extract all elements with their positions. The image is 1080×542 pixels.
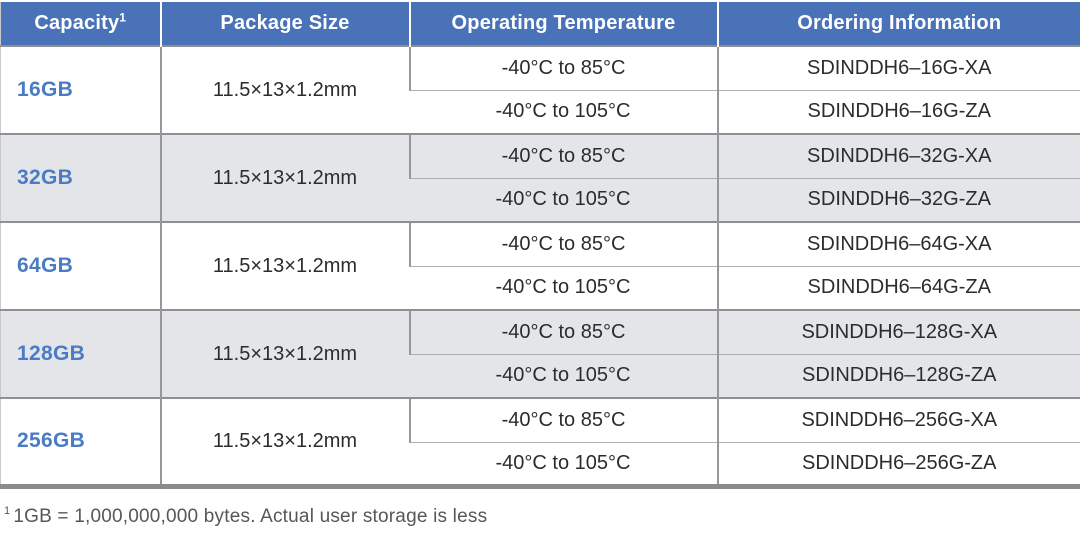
table-row: 16GB 11.5×13×1.2mm -40°C to 85°C SDINDDH… — [0, 45, 1080, 134]
ordering-cell: SDINDDH6–128G-XA — [716, 309, 1080, 354]
footnote-text: 1GB = 1,000,000,000 bytes. Actual user s… — [13, 505, 488, 527]
temperature-cell: -40°C to 105°C — [409, 265, 718, 310]
temperature-cell: -40°C to 85°C — [408, 397, 718, 442]
ordering-cell: SDINDDH6–256G-XA — [716, 397, 1080, 442]
ordering-cell: SDINDDH6–16G-ZA — [716, 89, 1080, 134]
package-size-cell: 11.5×13×1.2mm — [159, 45, 410, 134]
ordering-cell: SDINDDH6–32G-ZA — [716, 177, 1080, 222]
package-size-cell: 11.5×13×1.2mm — [159, 397, 410, 486]
ordering-cell: SDINDDH6–32G-XA — [716, 133, 1080, 178]
temperature-cell: -40°C to 105°C — [409, 177, 718, 222]
header-cell-ordering-information: Ordering Information — [716, 2, 1080, 46]
header-row: Capacity1 Package Size Operating Tempera… — [0, 2, 1080, 46]
ordering-information-table: Capacity1 Package Size Operating Tempera… — [0, 2, 1080, 489]
capacity-cell: 64GB — [0, 221, 161, 310]
header-cell-capacity: Capacity1 — [0, 2, 161, 46]
temperature-cell: -40°C to 105°C — [409, 89, 718, 134]
header-label: Capacity — [34, 12, 120, 34]
datasheet-page: Capacity1 Package Size Operating Tempera… — [0, 2, 1080, 528]
package-size-cell: 11.5×13×1.2mm — [159, 309, 410, 398]
table-row: -40°C to 105°C SDINDDH6–64G-ZA — [1, 265, 1080, 310]
capacity-footnote-marker: 1 — [119, 10, 127, 25]
ordering-cell: SDINDDH6–64G-XA — [716, 221, 1080, 266]
temperature-cell: -40°C to 85°C — [408, 133, 718, 178]
ordering-cell: SDINDDH6–128G-ZA — [716, 353, 1080, 398]
footnote-marker: 1 — [4, 505, 11, 518]
package-size-cell: 11.5×13×1.2mm — [159, 221, 410, 310]
temperature-cell: -40°C to 85°C — [408, 45, 718, 90]
table-row: -40°C to 105°C SDINDDH6–16G-ZA — [1, 89, 1080, 134]
package-size-cell: 11.5×13×1.2mm — [159, 133, 410, 222]
capacity-cell: 256GB — [0, 397, 161, 486]
header-cell-operating-temperature: Operating Temperature — [408, 2, 718, 46]
ordering-cell: SDINDDH6–256G-ZA — [716, 441, 1080, 486]
header-label: Ordering Information — [797, 12, 1002, 34]
header-label: Operating Temperature — [451, 12, 676, 34]
header-cell-package-size: Package Size — [159, 2, 410, 46]
temperature-cell: -40°C to 85°C — [408, 309, 718, 354]
capacity-footnote: 1 1GB = 1,000,000,000 bytes. Actual user … — [0, 506, 1080, 528]
table-row: 32GB 11.5×13×1.2mm -40°C to 85°C SDINDDH… — [0, 133, 1080, 222]
table-row: 64GB 11.5×13×1.2mm -40°C to 85°C SDINDDH… — [0, 221, 1080, 310]
ordering-cell: SDINDDH6–64G-ZA — [716, 265, 1080, 310]
temperature-cell: -40°C to 105°C — [409, 353, 718, 398]
table-row: 256GB 11.5×13×1.2mm -40°C to 85°C SDINDD… — [0, 397, 1080, 486]
temperature-cell: -40°C to 105°C — [409, 441, 718, 486]
header-label: Package Size — [220, 12, 350, 34]
table-header: Capacity1 Package Size Operating Tempera… — [0, 2, 1080, 46]
capacity-cell: 32GB — [0, 133, 161, 222]
ordering-cell: SDINDDH6–16G-XA — [716, 45, 1080, 90]
capacity-cell: 128GB — [0, 309, 161, 398]
capacity-cell: 16GB — [0, 45, 161, 134]
table-row: -40°C to 105°C SDINDDH6–128G-ZA — [1, 353, 1080, 398]
table-row: 128GB 11.5×13×1.2mm -40°C to 85°C SDINDD… — [0, 309, 1080, 398]
table-row: -40°C to 105°C SDINDDH6–32G-ZA — [1, 177, 1080, 222]
table-row: -40°C to 105°C SDINDDH6–256G-ZA — [1, 441, 1080, 486]
temperature-cell: -40°C to 85°C — [408, 221, 718, 266]
